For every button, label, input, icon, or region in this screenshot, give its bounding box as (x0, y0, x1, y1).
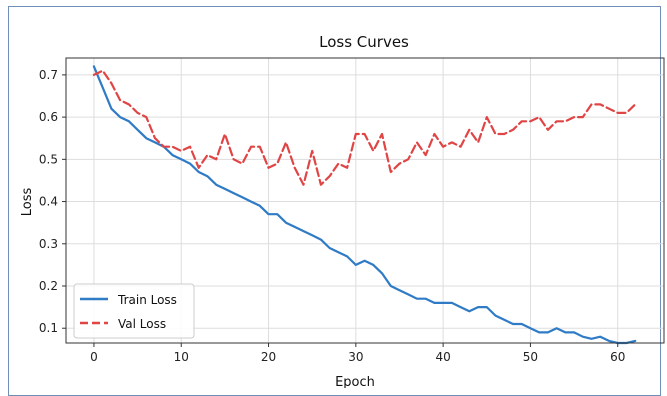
chart-title: Loss Curves (319, 33, 409, 51)
legend: Train Loss Val Loss (73, 283, 195, 339)
y-tick-label: 0.7 (39, 68, 58, 82)
x-tick-label: 40 (435, 350, 450, 364)
val-loss-line (92, 69, 637, 186)
ticks: 0 10 20 30 40 50 60 0.1 0.2 0.3 0.4 0.5 0.6 0.7 (39, 68, 625, 364)
y-axis-label: Loss (20, 188, 35, 217)
chart-frame: Loss Curves 0 10 20 30 40 50 60 0.1 0.2 0.3 0.4 0.5… (8, 6, 665, 396)
train-loss-line (92, 65, 637, 345)
legend-label-train-loss: Train Loss (117, 293, 177, 307)
x-axis-label: Epoch (335, 375, 375, 388)
x-tick-label: 50 (523, 350, 538, 364)
y-tick-label: 0.6 (39, 110, 58, 124)
grid (66, 58, 664, 343)
y-tick-label: 0.2 (39, 279, 58, 293)
legend-box (73, 283, 195, 339)
x-tick-label: 0 (90, 350, 98, 364)
y-tick-label: 0.3 (39, 237, 58, 251)
x-tick-label: 10 (174, 350, 189, 364)
y-tick-label: 0.1 (39, 321, 58, 335)
x-tick-label: 20 (261, 350, 276, 364)
y-tick-label: 0.5 (39, 152, 58, 166)
legend-label-val-loss: Val Loss (118, 317, 166, 331)
y-tick-label: 0.4 (39, 195, 58, 209)
loss-chart: Loss Curves 0 10 20 30 40 50 60 0.1 0.2 0.3 0.4 0.5… (20, 33, 665, 388)
x-tick-label: 30 (348, 350, 363, 364)
plot-area-border (65, 57, 665, 344)
x-tick-label: 60 (610, 350, 625, 364)
series-layer (92, 65, 637, 345)
